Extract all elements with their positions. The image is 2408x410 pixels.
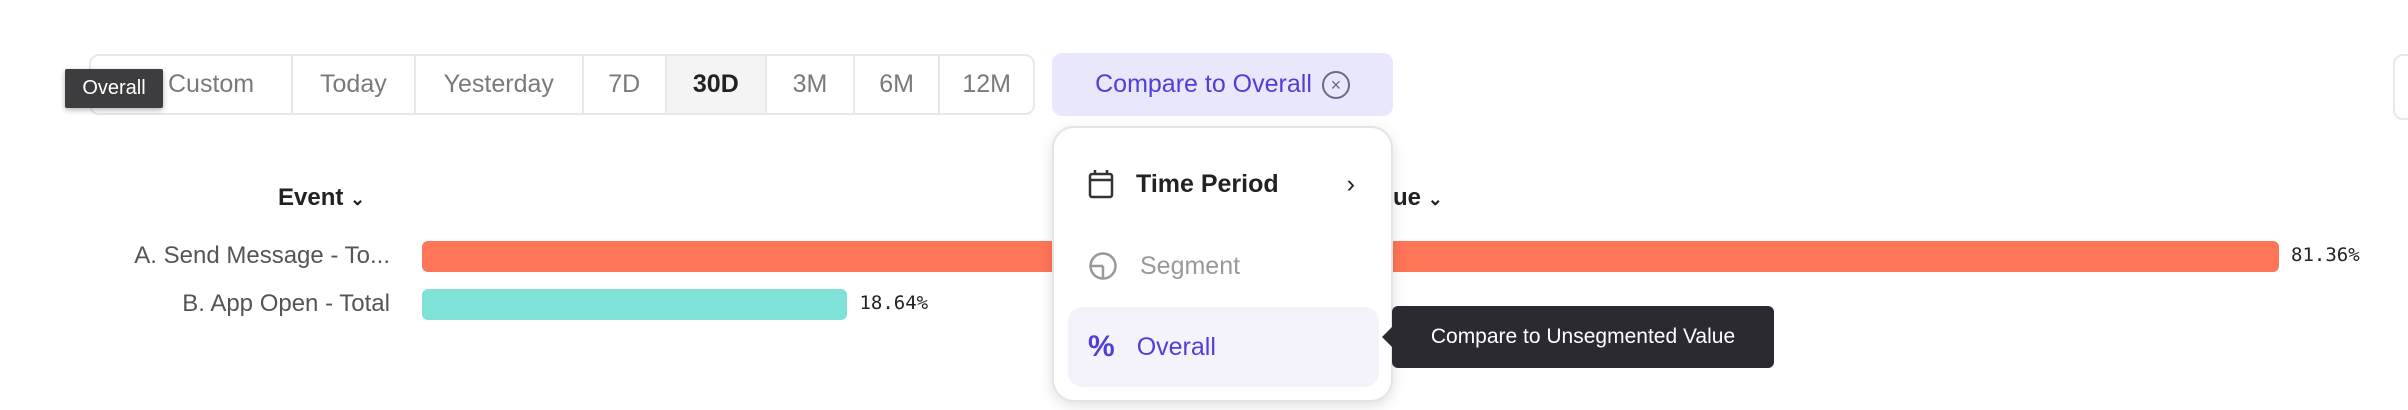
percent-icon: % — [1088, 330, 1115, 363]
date-option-label: 12M — [962, 70, 1012, 98]
date-option-custom[interactable]: Custom — [91, 56, 294, 113]
toolbar-button-partial[interactable] — [2393, 54, 2408, 120]
date-option-3m[interactable]: 3M — [767, 56, 855, 113]
tooltip-unsegmented: Compare to Unsegmented Value — [1382, 306, 1774, 368]
value-column-header[interactable]: ue ⌄ — [1393, 184, 1443, 212]
event-column-header[interactable]: Event ⌄ — [278, 184, 365, 212]
date-option-12m[interactable]: 12M — [940, 56, 1033, 113]
date-option-30d[interactable]: 30D — [666, 56, 768, 113]
date-option-today[interactable]: Today — [293, 56, 416, 113]
segment-pie-icon — [1089, 252, 1117, 280]
close-circle-icon[interactable]: × — [1321, 70, 1350, 99]
menu-item-time-period[interactable]: Time Period › — [1068, 144, 1379, 224]
value-header-label: ue — [1393, 184, 1422, 211]
date-option-label: Yesterday — [443, 70, 554, 98]
chevron-down-icon: ⌄ — [350, 189, 366, 209]
date-option-label: 6M — [879, 70, 914, 98]
date-option-yesterday[interactable]: Yesterday — [416, 56, 584, 113]
compare-button-label: Compare to Overall — [1095, 70, 1312, 98]
menu-item-segment: Segment — [1068, 226, 1379, 306]
menu-item-overall[interactable]: % Overall — [1068, 307, 1379, 387]
value-label: 18.64% — [859, 292, 929, 314]
event-header-label: Event — [278, 184, 344, 211]
row-label: A. Send Message - To... — [134, 242, 390, 269]
row-label: B. App Open - Total — [182, 290, 390, 317]
value-label: 81.36% — [2291, 244, 2360, 266]
date-option-label: Today — [320, 70, 387, 98]
chevron-down-icon: ⌄ — [1427, 189, 1443, 209]
date-option-6m[interactable]: 6M — [855, 56, 941, 113]
compare-button[interactable]: Compare to Overall × — [1052, 53, 1393, 116]
date-option-label: 7D — [608, 70, 641, 98]
calendar-icon — [1088, 170, 1114, 199]
menu-item-label: Overall — [1136, 332, 1216, 361]
menu-item-label: Time Period — [1136, 169, 1279, 198]
date-option-label: 3M — [792, 70, 828, 98]
compare-dropdown-menu: Time Period › Segment % Overall — [1052, 126, 1393, 402]
date-option-label: 30D — [692, 70, 739, 98]
date-option-7d[interactable]: 7D — [584, 56, 667, 113]
date-range-selector: Custom Today Yesterday 7D 30D 3M 6M 12M — [89, 54, 1035, 115]
bar-app-open[interactable] — [422, 289, 848, 320]
chevron-right-icon: › — [1346, 169, 1355, 198]
tooltip-overall: Overall — [65, 69, 163, 108]
date-option-label: Custom — [168, 70, 255, 98]
menu-item-label: Segment — [1140, 251, 1241, 280]
